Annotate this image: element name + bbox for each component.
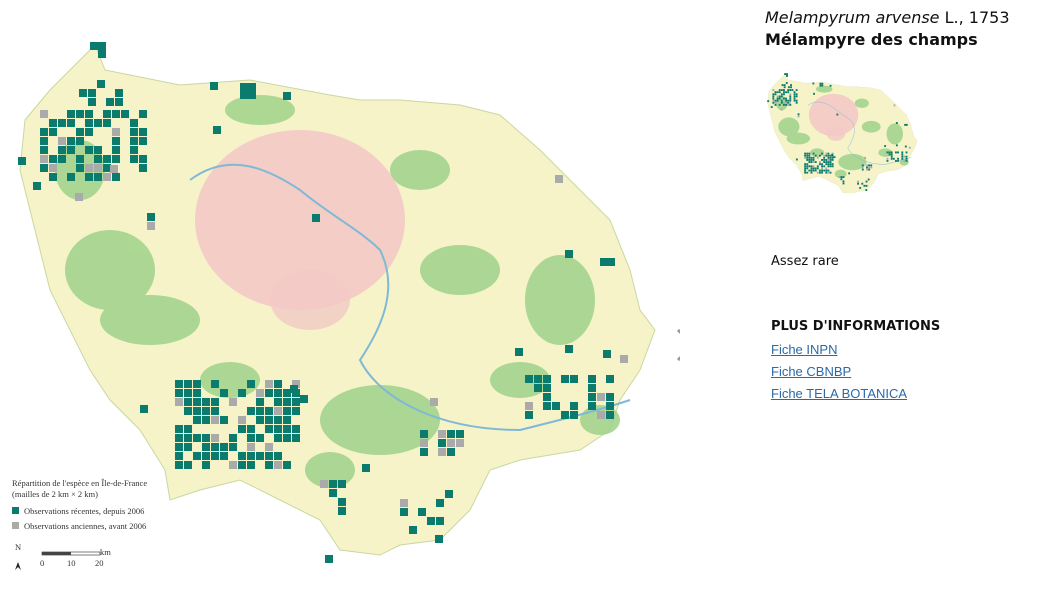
link[interactable]: Fiche TELA BOTANICA (771, 386, 908, 401)
legend-title: Répartition de l'espèce en Île-de-France (12, 478, 147, 488)
legend-subtitle: (mailles de 2 km × 2 km) (12, 489, 98, 499)
common-name: Mélampyre des champs (765, 30, 978, 49)
scale-label: 0 (40, 558, 44, 568)
species-header: Melampyrum arvense L., 1753 Mélampyre de… (765, 8, 1045, 49)
link[interactable]: Fiche CBNBP (771, 364, 852, 379)
thumbnail[interactable] (765, 68, 920, 193)
north-arrow (15, 562, 21, 570)
legend-item: Observations récentes, depuis 2006 (24, 506, 144, 516)
link[interactable]: Fiche INPN (771, 342, 838, 357)
more-info-title: PLUS D'INFORMATIONS (771, 319, 941, 334)
more-info: PLUS D'INFORMATIONS Fiche INPN Fiche CBN… (771, 319, 940, 408)
north-label: N (15, 542, 21, 552)
legend-swatch (12, 522, 19, 529)
map-legend: Répartition de l'espèce en Île-de-France… (12, 478, 147, 570)
scale-label: 20 (95, 558, 104, 568)
scale-label: 10 (67, 558, 76, 568)
rarity: Assez rare (771, 254, 839, 269)
scale-bar (42, 552, 71, 555)
legend-swatch (12, 507, 19, 514)
thumbnail-map (766, 72, 918, 193)
next-arrow[interactable] (676, 328, 680, 362)
scale-unit: km (100, 547, 111, 557)
legend-item: Observations anciennes, avant 2006 (24, 521, 146, 531)
authority: L., 1753 (939, 8, 1010, 27)
scientific-name: Melampyrum arvense L., 1753 (765, 8, 1045, 27)
latin-name: Melampyrum arvense (765, 8, 940, 27)
distribution-map: Répartition de l'espèce en Île-de-France… (12, 41, 680, 570)
